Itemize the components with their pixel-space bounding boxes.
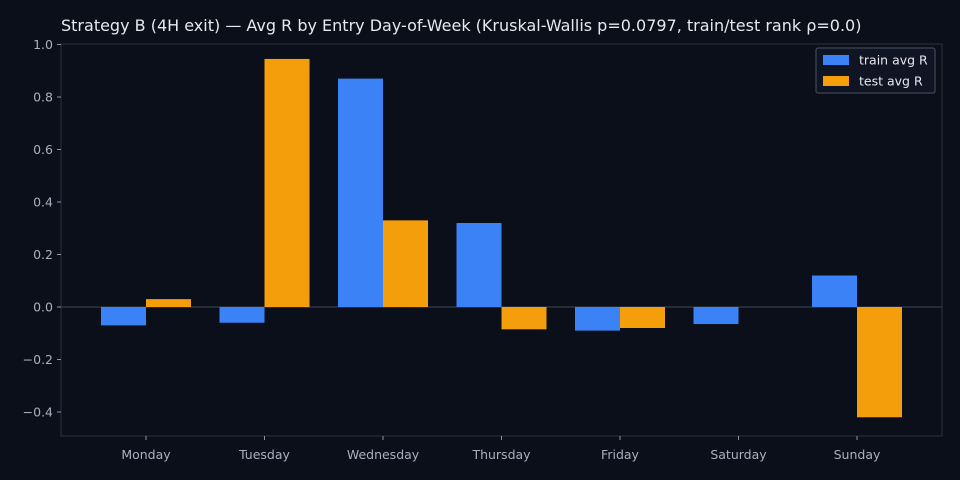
bar-test-thursday[interactable]	[501, 307, 547, 330]
y-tick-label: 0.6	[33, 142, 53, 157]
x-tick-label-thursday: Thursday	[471, 447, 531, 462]
y-tick-label: 0.8	[33, 90, 53, 105]
bars-layer	[101, 58, 902, 418]
x-tick-label-friday: Friday	[601, 447, 639, 462]
bar-test-friday[interactable]	[620, 307, 665, 328]
bar-train-saturday[interactable]	[693, 307, 739, 325]
y-axis: 1.0 0.8 0.6 0.4 0.2 0.0 −0.2 −0.4	[23, 37, 61, 420]
legend-label-train: train avg R	[859, 53, 928, 68]
y-tick-label: 0.0	[33, 300, 53, 315]
bar-train-monday[interactable]	[101, 307, 146, 326]
bar-train-friday[interactable]	[575, 307, 620, 331]
bar-test-sunday[interactable]	[857, 307, 902, 418]
bar-train-tuesday[interactable]	[219, 307, 265, 323]
chart-title: Strategy B (4H exit) — Avg R by Entry Da…	[61, 16, 861, 35]
bar-test-tuesday[interactable]	[264, 58, 310, 307]
bar-train-sunday[interactable]	[812, 275, 857, 308]
x-axis: Monday Tuesday Wednesday Thursday Friday Satu…	[121, 436, 881, 462]
bar-test-wednesday[interactable]	[383, 220, 428, 307]
y-tick-label: 1.0	[33, 37, 53, 52]
x-tick-label-wednesday: Wednesday	[347, 447, 420, 462]
x-tick-label-monday: Monday	[121, 447, 171, 462]
legend[interactable]: train avg R test avg R	[815, 47, 936, 94]
bar-train-thursday[interactable]	[456, 223, 502, 307]
x-tick-label-tuesday: Tuesday	[238, 447, 290, 462]
bar-train-wednesday[interactable]	[338, 78, 383, 307]
y-tick-label: 0.4	[33, 195, 53, 210]
y-tick-label: −0.2	[23, 352, 53, 367]
legend-label-test: test avg R	[859, 74, 923, 89]
y-tick-label: −0.4	[23, 405, 53, 420]
x-tick-label-sunday: Sunday	[834, 447, 881, 462]
bar-test-monday[interactable]	[146, 299, 191, 307]
x-tick-label-saturday: Saturday	[710, 447, 767, 462]
legend-swatch-train	[823, 55, 849, 65]
y-tick-label: 0.2	[33, 247, 53, 262]
legend-swatch-test	[823, 76, 849, 86]
